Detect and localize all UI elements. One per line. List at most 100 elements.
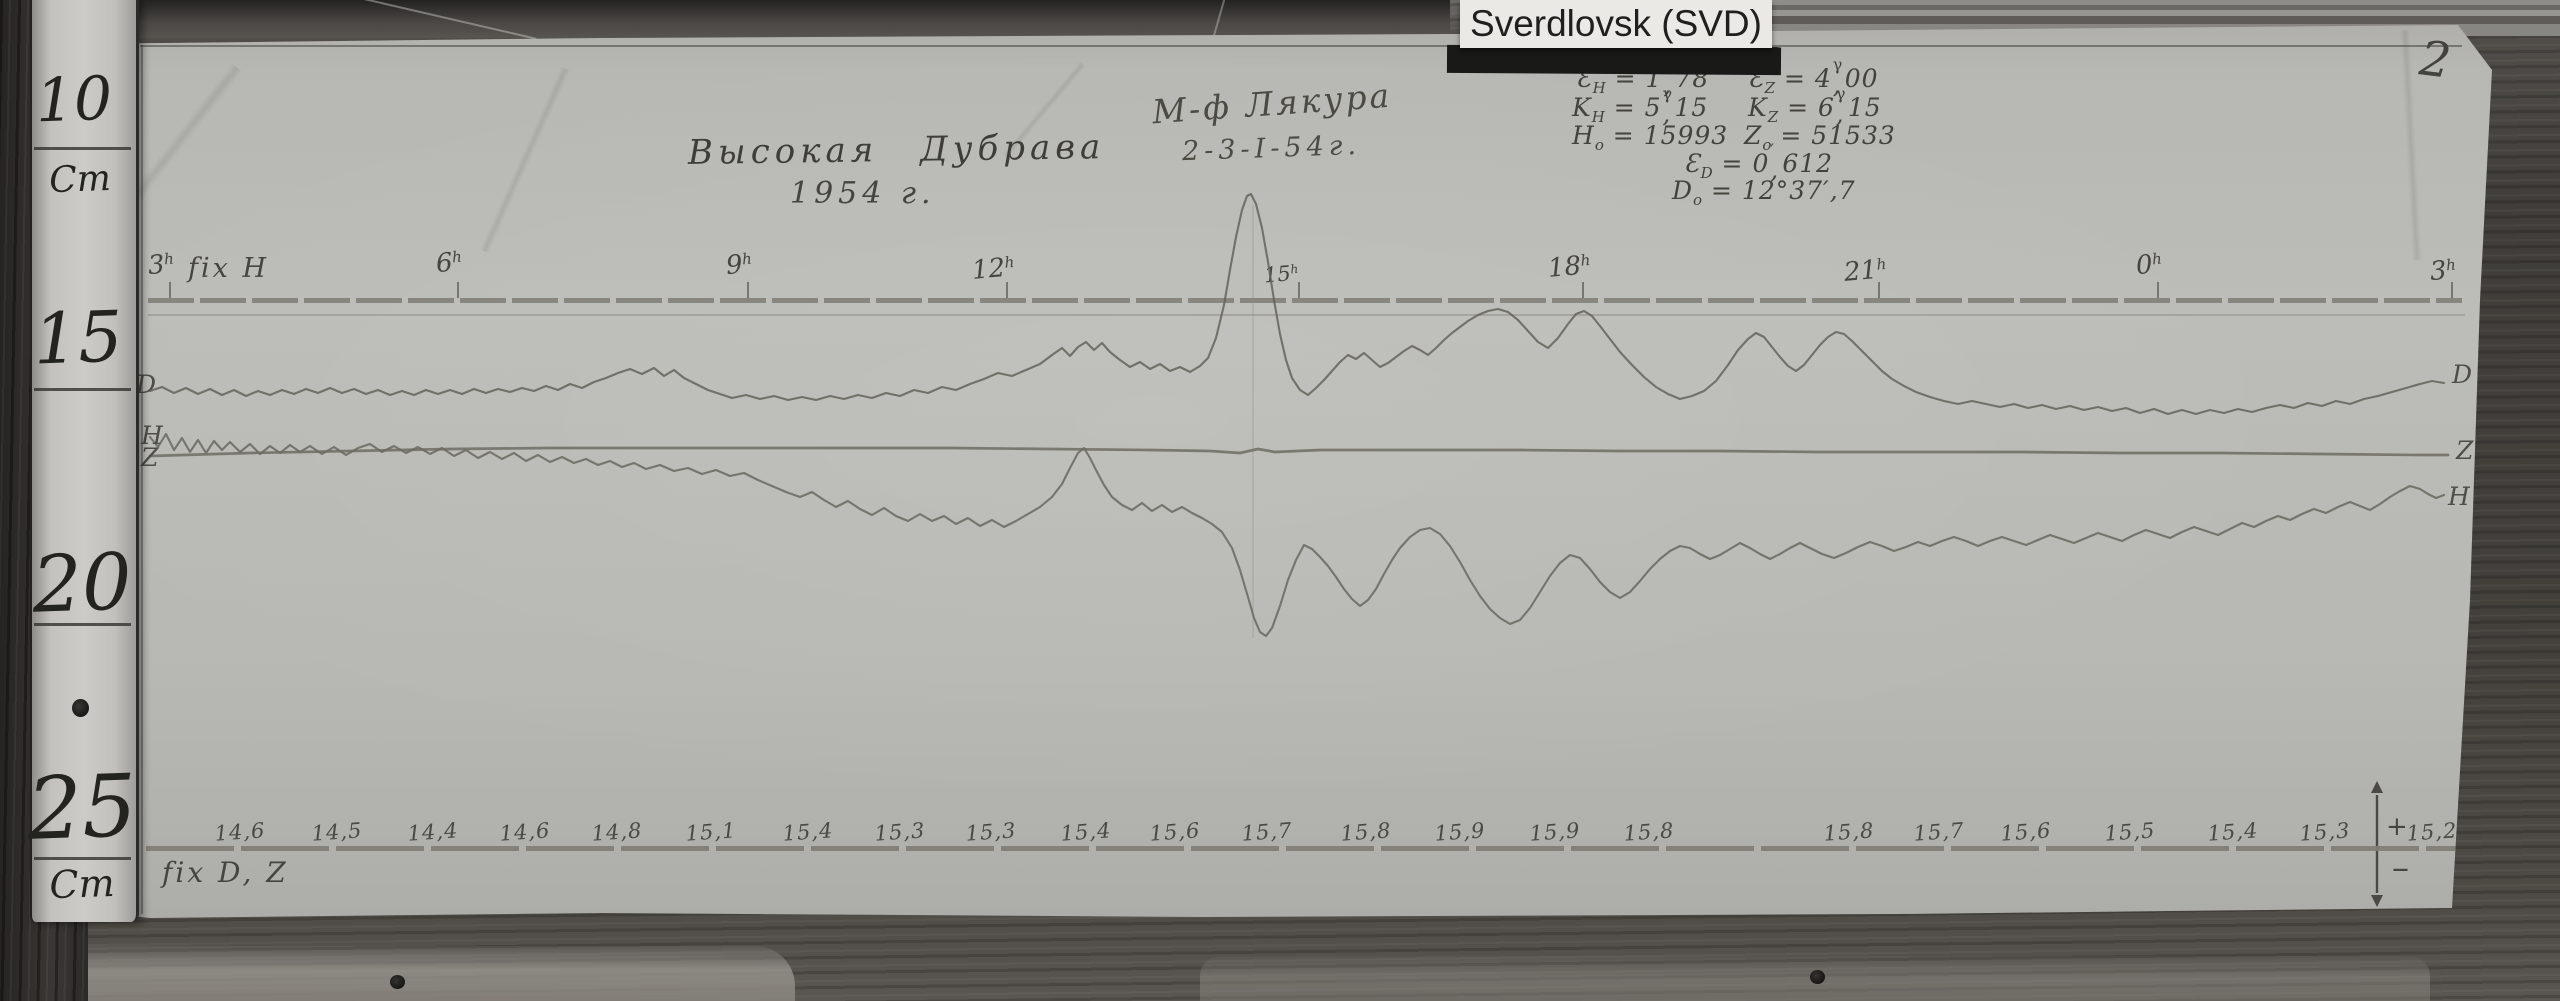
calibration-constant: KZ = 6 γ, 15 — [1748, 84, 1882, 128]
bottom-scale-value: 15,2 — [2405, 818, 2459, 846]
bottom-scale-value: 15,3 — [964, 818, 1018, 846]
hour-superscript: h — [741, 249, 753, 269]
calibration-constant: Zo = 51533 — [1744, 121, 1896, 154]
hour-superscript: h — [2151, 249, 2163, 269]
wood-light-band-bottom-left — [55, 946, 795, 1001]
calibration-constant: Ho = 15993 — [1572, 121, 1729, 154]
trace-label-Z: Z — [141, 443, 159, 472]
paper-crease — [479, 66, 571, 254]
bottom-scale-value: 14,8 — [590, 818, 644, 846]
wood-strip-top-left — [88, 0, 1450, 38]
hour-label: 21h — [1842, 254, 1888, 288]
trace-label-H: H — [141, 421, 163, 450]
hour-superscript: h — [163, 249, 175, 269]
hour-label: 18h — [1546, 250, 1592, 284]
bottom-scale-baseline — [146, 846, 2456, 851]
bottom-scale-value: 15,6 — [1999, 818, 2053, 846]
hour-label: 3h — [2428, 255, 2457, 288]
trace-label-Z: Z — [2456, 436, 2474, 465]
bottom-scale-value: 15,9 — [1433, 818, 1487, 846]
polarity-arrow-head-up — [2371, 781, 2383, 793]
bottom-scale-value: 15,4 — [2206, 818, 2260, 846]
minus-sign: – — [2392, 848, 2409, 888]
trace-H — [148, 432, 2446, 638]
bottom-scale-value: 15,5 — [2103, 818, 2157, 846]
calibration-constant: ƐZ = 4 γ, 00 — [1748, 55, 1879, 99]
wood-dot — [390, 975, 405, 989]
ruler-figure: Cm — [48, 860, 116, 908]
station-tag-shadow-bar — [1446, 44, 1782, 76]
record-date: 2-3-I-54г. — [1181, 129, 1362, 168]
hour-label: 6h — [434, 247, 463, 280]
fix-dz-label: fix D, Z — [162, 856, 289, 889]
time-scale-secondary-line — [148, 314, 2465, 316]
hour-superscript: h — [1579, 250, 1592, 270]
bottom-scale-value: 15,4 — [781, 818, 835, 846]
ruler-division-line — [34, 388, 131, 391]
hour-label: 3h — [146, 249, 175, 282]
ruler-figure: 10 — [34, 63, 114, 137]
record-year: 1954 г. — [790, 176, 936, 211]
station-name-tag: Sverdlovsk (SVD) — [1460, 0, 1772, 48]
ruler-figure: 15 — [32, 295, 124, 381]
hour-label: 12h — [970, 252, 1016, 286]
wood-dot — [1810, 970, 1825, 984]
bottom-scale-value: 15,3 — [873, 818, 927, 846]
hour-tick — [1298, 282, 1300, 298]
hour-tick — [2451, 282, 2453, 298]
trace-label-H: H — [2448, 482, 2470, 511]
bottom-scale-value: 15,1 — [684, 818, 738, 846]
hour-superscript: h — [1875, 254, 1888, 274]
handwritten-annotation: М-ф Лякура — [1150, 75, 1394, 132]
polarity-arrow-head-down — [2371, 895, 2383, 907]
ruler-figure: 20 — [30, 537, 134, 631]
plus-sign: + — [2386, 812, 2408, 842]
bottom-scale-value: 14,4 — [406, 818, 460, 846]
ruler-division-line — [34, 623, 131, 626]
calibration-constant: KH = 5 γ, 15 — [1572, 84, 1709, 128]
bottom-scale-value: 14,5 — [310, 818, 364, 846]
hour-label: 0h — [2134, 249, 2163, 282]
bottom-scale-value: 15,8 — [1822, 818, 1876, 846]
bottom-scale-value: 14,6 — [213, 818, 267, 846]
station-title: Высокая Дубрава — [687, 127, 1106, 173]
bottom-scale-value: 15,6 — [1148, 818, 1202, 846]
hour-superscript: h — [1289, 261, 1299, 277]
bottom-scale-value: 15,3 — [2298, 818, 2352, 846]
bottom-scale-value: 14,6 — [498, 818, 552, 846]
trace-Z — [148, 446, 2450, 458]
bottom-scale-value: 15,8 — [1339, 818, 1393, 846]
page-number: 2 — [2416, 30, 2454, 90]
ruler-hole — [72, 699, 89, 717]
ruler-figure: Cm — [48, 158, 112, 202]
hour-tick — [2157, 282, 2159, 298]
hour-label: 15h — [1263, 261, 1299, 288]
hour-label: 9h — [724, 249, 753, 282]
ruler-figure: 25 — [25, 756, 139, 860]
hour-tick — [747, 282, 749, 298]
paper-top-rule — [140, 45, 2462, 47]
hour-tick — [169, 282, 171, 298]
fix-h-label: fix H — [188, 253, 269, 284]
bottom-scale-value: 15,7 — [1912, 818, 1966, 846]
hour-tick — [1582, 282, 1584, 298]
bottom-scale-value: 15,8 — [1622, 818, 1676, 846]
bottom-scale-value: 15,9 — [1528, 818, 1582, 846]
bottom-scale-value: 15,4 — [1059, 818, 1113, 846]
calibration-constant: ƐD = 0 ′, 612 — [1684, 140, 1834, 184]
hour-superscript: h — [1003, 252, 1016, 272]
calibration-constant: Do = 12°37′,7 — [1672, 176, 1856, 209]
hour-superscript: h — [451, 247, 463, 267]
trace-label-D: D — [2452, 360, 2473, 389]
station-name-text: Sverdlovsk (SVD) — [1470, 3, 1762, 44]
hour-tick — [1006, 282, 1008, 298]
bottom-scale-value: 15,7 — [1240, 818, 1294, 846]
trace-label-D: D — [136, 370, 157, 399]
hour-superscript: h — [2445, 255, 2457, 275]
hour-tick — [1878, 282, 1880, 298]
ruler-division-line — [34, 147, 131, 150]
ruler-division-line — [34, 857, 131, 860]
hour-tick — [457, 282, 459, 298]
